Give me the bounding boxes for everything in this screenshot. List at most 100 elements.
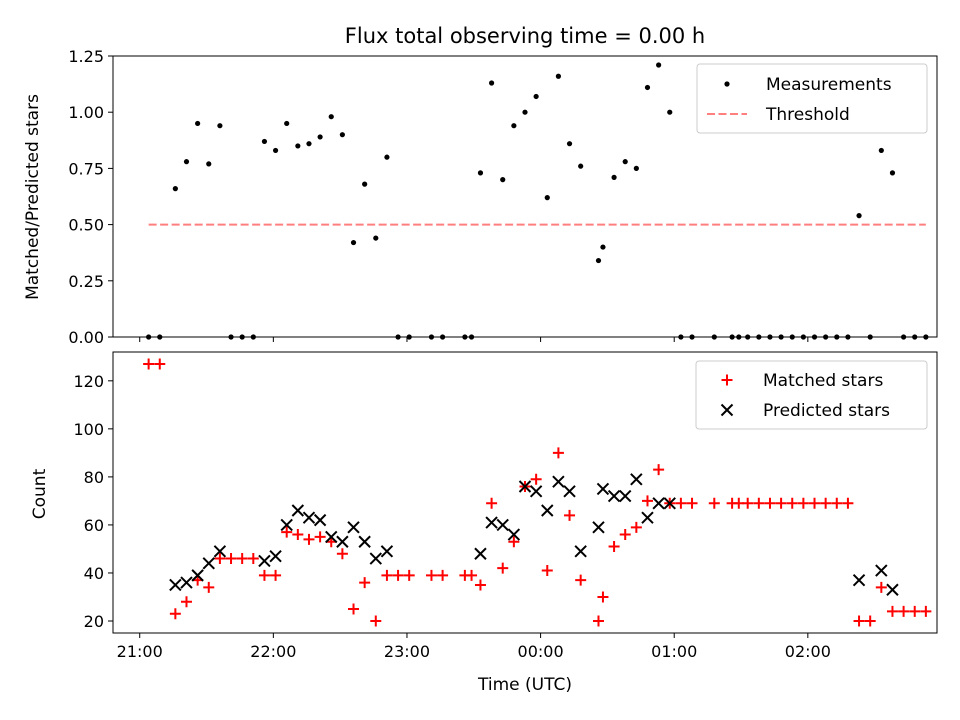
measurement-point [406,334,412,340]
measurement-point [845,334,851,340]
predicted-star-point [529,485,543,498]
legend-matched-marker [721,374,733,386]
measurement-point [600,244,606,250]
measurement-point [811,334,818,340]
measurement-point [272,147,279,154]
predicted-star-point [875,564,888,577]
top-y-tick-label: 0.25 [68,272,104,291]
predicted-star-point [191,569,204,582]
measurement-point [488,80,495,86]
matched-star-point [370,615,382,627]
predicted-star-point [607,489,621,503]
measurement-point [611,174,617,180]
matched-star-point [575,574,587,586]
matched-star-point [281,526,293,538]
matched-star-point [474,579,486,591]
measurement-point [756,334,762,340]
measurement-point [362,181,368,187]
measurement-point [350,239,357,246]
measurement-point [428,334,435,340]
bottom-x-tick-label: 00:00 [518,642,564,661]
predicted-star-point [852,573,866,587]
matched-star-point [180,596,192,608]
matched-star-point [597,591,609,603]
bottom-x-tick-label: 21:00 [117,642,163,661]
predicted-star-point [313,513,327,527]
measurement-point [711,334,717,340]
bottom-y-axis-label: Count [30,468,50,519]
measurement-point [511,123,517,129]
matched-star-point [425,569,437,581]
predicted-star-point [302,511,316,524]
matched-star-point [314,531,326,543]
bottom-y-tick-label: 100 [73,420,104,439]
top-y-tick-label: 0.75 [68,159,104,178]
bottom-x-tick-label: 02:00 [785,642,831,661]
predicted-star-point [380,545,394,558]
measurement-point [633,165,639,171]
measurement-point [622,159,628,165]
top-legend-box [696,63,928,134]
predicted-star-point [358,535,371,548]
matched-star-point [630,521,642,533]
measurement-point [667,109,673,115]
matched-star-point [143,358,155,370]
predicted-star-point [518,480,532,493]
matched-star-point [348,603,360,615]
matched-star-point [708,497,720,509]
matched-star-point [381,569,393,581]
measurement-point [317,134,323,140]
measurement-point [834,334,840,340]
top-y-tick-label: 0.00 [68,328,104,347]
measurement-point [306,141,312,147]
matched-star-point [909,605,921,617]
predicted-star-point [280,518,293,532]
bottom-legend-box [695,360,928,430]
measurement-point [228,334,234,340]
measurement-point [656,62,662,68]
predicted-star-point [202,557,215,570]
matched-star-point [497,562,509,574]
predicted-star-point [663,497,676,510]
matched-star-point [809,497,821,509]
measurement-point [900,334,907,340]
matched-star-point [686,497,698,509]
legend-measurements-label: Measurements [766,75,892,95]
bottom-legend: Matched stars Predicted stars [695,360,928,430]
measurement-point [462,334,468,340]
predicted-star-point [630,473,643,486]
predicted-star-point [269,549,282,563]
matched-star-point [403,569,415,581]
matched-star-point [753,497,765,509]
matched-star-point [675,497,687,509]
matched-star-point [541,565,553,577]
matched-star-point [336,548,348,560]
measurement-point [889,170,896,176]
measurement-point [522,109,528,115]
predicted-star-point [886,583,899,596]
top-legend: Measurements Threshold [696,63,928,134]
bottom-x-tick-label: 01:00 [651,642,697,661]
measurement-point [578,163,584,169]
predicted-star-point [213,545,227,558]
legend-predicted-label: Predicted stars [763,401,890,421]
matched-star-point [898,605,910,617]
top-chart-title: Flux total observing time = 0.00 h [345,24,705,48]
measurement-point [239,334,245,340]
matched-star-point [437,569,449,581]
matched-star-point [820,497,832,509]
measurement-point [644,84,651,91]
matched-star-point [359,577,371,589]
matched-star-point [203,581,215,593]
top-y-axis-label: Matched/Predicted stars [23,94,43,300]
measurement-point [261,138,268,145]
measurement-point [195,120,201,127]
measurement-point [328,114,334,120]
matched-star-point [169,608,181,620]
bottom-y-tick-label: 20 [84,612,104,631]
measurement-point [477,170,484,176]
legend-predicted-marker [720,403,734,417]
measurement-point [778,334,784,340]
measurement-point [789,334,795,340]
